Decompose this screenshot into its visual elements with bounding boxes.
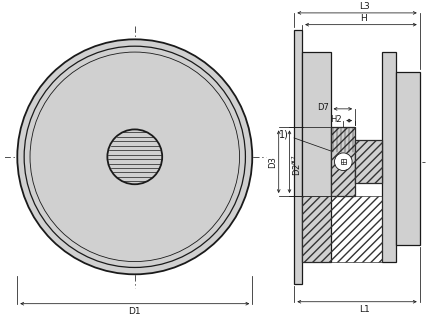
Text: L3: L3 bbox=[360, 2, 370, 11]
Text: D2$^{H7}$: D2$^{H7}$ bbox=[290, 155, 303, 176]
Circle shape bbox=[107, 130, 162, 184]
Text: H2: H2 bbox=[330, 115, 341, 124]
Text: H: H bbox=[361, 14, 367, 23]
Bar bbox=[355, 140, 382, 183]
Text: L1: L1 bbox=[360, 305, 370, 314]
Text: D1: D1 bbox=[129, 307, 141, 316]
Text: D3: D3 bbox=[268, 156, 277, 168]
Bar bbox=[302, 196, 382, 262]
Bar bbox=[294, 30, 302, 284]
Bar bbox=[355, 140, 382, 183]
Text: D7: D7 bbox=[317, 103, 329, 112]
Text: 1): 1) bbox=[279, 129, 331, 151]
Circle shape bbox=[334, 153, 352, 171]
Bar bbox=[330, 128, 355, 196]
Bar bbox=[341, 159, 346, 164]
Bar bbox=[302, 52, 330, 262]
Bar bbox=[396, 72, 420, 245]
Circle shape bbox=[17, 39, 252, 274]
Bar bbox=[382, 52, 396, 262]
Bar bbox=[330, 128, 355, 196]
